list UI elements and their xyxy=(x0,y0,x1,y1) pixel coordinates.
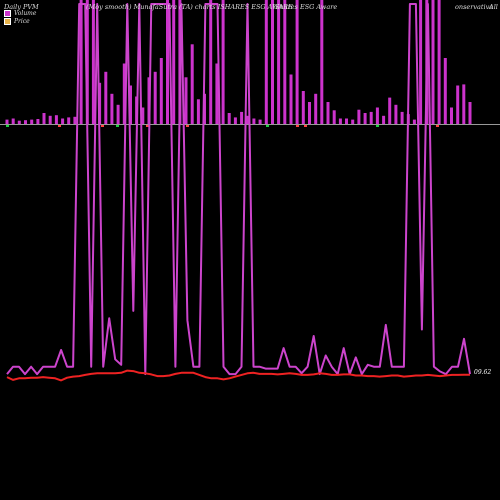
volume-bar xyxy=(221,0,225,124)
volume-marker xyxy=(304,125,307,127)
volume-bar xyxy=(233,117,237,124)
header-fragment: onservative xyxy=(455,3,494,11)
volume-bar xyxy=(431,0,435,124)
volume-bar xyxy=(437,0,441,124)
volume-marker xyxy=(186,125,189,127)
volume-bar xyxy=(277,0,281,124)
volume-bar xyxy=(338,118,342,124)
volume-bar xyxy=(122,63,126,124)
volume-bar xyxy=(172,0,176,124)
volume-bar xyxy=(141,107,145,124)
volume-bar xyxy=(61,118,65,124)
volume-bar xyxy=(301,91,305,124)
volume-bar xyxy=(314,93,318,125)
volume-marker xyxy=(436,125,439,127)
price-line xyxy=(6,369,470,382)
line-series xyxy=(6,3,471,382)
volume-bar xyxy=(419,0,423,124)
volume-bar xyxy=(283,0,287,124)
volume-bar xyxy=(209,0,213,124)
volume-bar xyxy=(166,0,169,124)
volume-bar xyxy=(382,115,386,125)
volume-bar xyxy=(153,71,157,125)
volume-marker xyxy=(146,125,149,127)
volume-bar xyxy=(332,110,336,125)
volume-bar xyxy=(227,113,231,124)
volume-bar xyxy=(159,58,163,124)
volume-bar xyxy=(104,71,108,125)
volume-bar xyxy=(36,119,40,124)
volume-marker xyxy=(266,125,269,127)
volume-marker xyxy=(101,125,104,127)
volume-bar xyxy=(258,119,262,124)
volume-bar xyxy=(30,119,34,124)
volume-bar xyxy=(363,113,367,124)
volume-bar xyxy=(252,118,256,124)
volume-bar xyxy=(73,116,77,124)
volume-bar xyxy=(295,0,299,124)
volume-bar xyxy=(215,63,219,124)
volume-bar xyxy=(54,115,58,124)
volume-bar xyxy=(264,0,268,124)
volume-bar xyxy=(357,109,361,124)
volume-bar xyxy=(400,111,404,124)
volume-bar xyxy=(48,115,52,125)
header-company: iShares ESG Aware xyxy=(273,3,338,11)
legend-price: Price xyxy=(4,18,30,25)
volume-bar xyxy=(116,104,120,125)
volume-marker xyxy=(58,125,61,127)
volume-swatch xyxy=(4,10,11,17)
volume-bar xyxy=(190,44,194,125)
volume-bar xyxy=(443,58,447,124)
volume-marker xyxy=(116,125,119,127)
header-chart-name: (Moy smooth) MunafaSutra (TA) charts ISH… xyxy=(86,3,293,11)
volume-bar xyxy=(129,85,132,124)
pvm-line xyxy=(6,3,471,376)
volume-bar xyxy=(345,118,348,124)
volume-bar xyxy=(5,119,9,124)
volume-bar xyxy=(110,93,114,125)
volume-marker xyxy=(6,125,9,127)
volume-bar xyxy=(67,117,71,124)
volume-bar xyxy=(91,0,95,124)
volume-bar xyxy=(351,119,355,124)
volume-bar xyxy=(468,102,472,124)
legend-volume-label: Volume xyxy=(14,10,37,17)
volume-marker xyxy=(376,125,379,127)
volume-marker xyxy=(296,125,299,127)
price-swatch xyxy=(4,18,11,25)
header-period: Daily PVM xyxy=(4,3,39,11)
volume-bar xyxy=(246,115,250,125)
volume-bar xyxy=(450,107,453,124)
volume-bar xyxy=(271,0,274,124)
legend-volume: Volume xyxy=(4,10,36,17)
volume-bar xyxy=(320,0,324,124)
volume-bar xyxy=(79,0,83,124)
header-fragment-2: All xyxy=(489,3,498,11)
volume-bar xyxy=(240,111,244,124)
volume-bar xyxy=(184,77,188,125)
volume-bar xyxy=(369,111,373,124)
volume-bar xyxy=(196,99,200,125)
volume-bar xyxy=(85,0,89,124)
volume-bar xyxy=(326,102,330,124)
volume-bar xyxy=(388,97,392,124)
volume-bar xyxy=(289,74,293,124)
volume-bar xyxy=(24,120,27,125)
price-label: 09.62 xyxy=(474,369,492,376)
legend-price-label: Price xyxy=(14,18,30,25)
volume-bar xyxy=(42,113,46,124)
volume-bar xyxy=(17,120,21,124)
volume-bar xyxy=(412,119,416,124)
volume-bar xyxy=(456,85,460,124)
volume-bar xyxy=(11,118,15,124)
volume-bar xyxy=(375,107,379,124)
volume-bar xyxy=(308,102,311,124)
volume-bar xyxy=(462,84,466,124)
volume-bar xyxy=(394,104,398,125)
